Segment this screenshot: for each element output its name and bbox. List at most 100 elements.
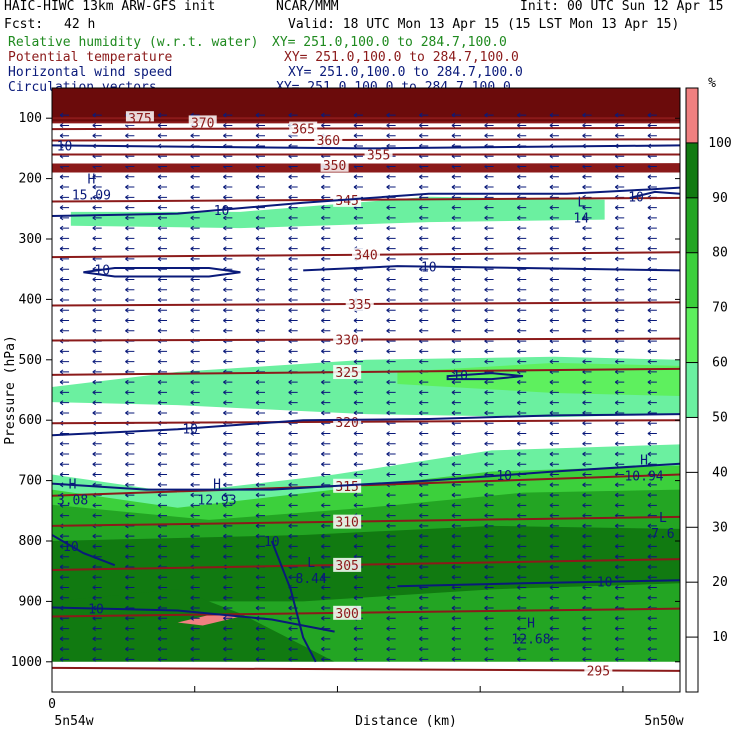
wind-vector-1015	[321, 656, 331, 662]
wind-contour-2	[629, 190, 680, 199]
wind-vector-524	[418, 389, 429, 395]
wind-vector-950	[59, 626, 70, 631]
wind-contour-5	[446, 372, 524, 381]
wind-vector-35	[582, 123, 592, 128]
wind-vector-654	[321, 461, 331, 467]
wind-vector-360	[647, 297, 657, 303]
y-tick-label-200: 200	[19, 172, 42, 187]
wind-vector-402	[157, 328, 168, 334]
extremum-type-7: H	[527, 617, 535, 632]
wind-vector-352	[386, 297, 396, 303]
colorbar-band-80	[686, 197, 698, 253]
wind-vector-611	[157, 441, 168, 447]
wind-vector-749	[321, 513, 331, 519]
wind-vector-343	[92, 297, 102, 303]
wind-vector-11	[418, 112, 429, 118]
y-tick-label-100: 100	[19, 111, 42, 126]
wind-vector-663	[614, 461, 625, 467]
wind-label-8: 10	[63, 540, 79, 555]
wind-vector-620	[451, 441, 461, 447]
wind-vector-606	[614, 431, 625, 436]
wind-vector-117	[157, 174, 168, 180]
wind-vector-984	[549, 636, 559, 642]
wind-vector-702	[647, 482, 657, 488]
wind-vector-871	[582, 574, 592, 580]
wind-label-5: 10	[452, 369, 468, 384]
wind-vector-1016	[353, 656, 363, 662]
extremum-type-0: H	[87, 173, 95, 188]
wind-vector-319	[549, 277, 559, 282]
wind-vector-327	[190, 287, 200, 293]
wind-vector-669	[190, 472, 200, 477]
wind-vector-265	[647, 246, 657, 252]
wind-vector-715	[451, 492, 461, 498]
wind-vector-146	[484, 184, 494, 190]
wind-vector-626	[647, 441, 657, 447]
wind-vector-455	[647, 348, 657, 354]
wind-vector-496	[125, 379, 135, 385]
wind-vector-964	[516, 626, 527, 631]
wind-contour-0	[52, 144, 680, 150]
wind-vector-472	[582, 359, 592, 365]
wind-vector-869	[516, 574, 527, 580]
wind-vector-962	[451, 626, 461, 631]
wind-vector-627	[59, 451, 70, 457]
wind-vector-939	[321, 615, 331, 621]
wind-vector-903	[386, 595, 396, 601]
wind-vector-371	[386, 307, 396, 313]
wind-vector-413	[516, 328, 527, 334]
wind-vector-550	[647, 400, 657, 406]
wind-vector-780	[92, 533, 102, 539]
wind-vector-647	[92, 461, 102, 467]
extremum-value-7: 12.68	[511, 633, 550, 648]
wind-vector-185	[516, 205, 527, 211]
theta-contour-330	[52, 337, 680, 342]
wind-vector-735	[484, 502, 494, 508]
wind-vector-918	[255, 605, 265, 611]
wind-vector-641	[516, 451, 527, 457]
wind-vector-668	[157, 472, 168, 477]
wind-vector-239	[418, 235, 429, 241]
y-tick-label-900: 900	[19, 594, 42, 609]
wind-vector-154	[125, 194, 135, 200]
wind-vector-126	[451, 174, 461, 180]
wind-vector-179	[321, 205, 331, 211]
wind-vector-823	[255, 554, 265, 560]
wind-vector-409	[386, 328, 396, 334]
wind-vector-41	[157, 133, 168, 139]
wind-vector-1003	[549, 646, 559, 652]
wind-vector-283	[614, 256, 625, 262]
wind-vector-446	[353, 348, 363, 354]
wind-vector-593	[190, 431, 200, 436]
colorbar-label-70: 70	[712, 301, 728, 316]
wind-vector-295	[386, 266, 396, 272]
wind-vector-725	[157, 502, 168, 508]
rh-region-11	[177, 613, 241, 626]
wind-vector-966	[582, 626, 592, 631]
extremum-type-1: L	[577, 196, 585, 211]
wind-vector-1020	[484, 656, 494, 662]
wind-vector-731	[353, 502, 363, 508]
wind-vector-588	[647, 420, 657, 426]
wind-vector-255	[321, 246, 331, 252]
wind-vector-610	[125, 441, 135, 447]
wind-vector-362	[92, 307, 102, 313]
wind-vector-318	[516, 277, 527, 282]
wind-vector-943	[451, 615, 461, 621]
wind-vector-355	[484, 297, 494, 303]
wind-vector-659	[484, 461, 494, 467]
wind-vector-203	[484, 215, 494, 221]
wind-vector-775	[549, 523, 559, 529]
theta-label-315: 315	[335, 480, 358, 495]
wind-contour-10	[270, 540, 317, 663]
wind-vector-701	[614, 482, 625, 488]
wind-vector-291	[255, 266, 265, 272]
wind-vector-468	[451, 359, 461, 365]
wind-vector-444	[288, 348, 298, 354]
wind-vector-24	[223, 123, 233, 128]
wind-vector-861	[255, 574, 265, 580]
wind-vector-408	[353, 328, 363, 334]
wind-vector-889	[549, 585, 559, 590]
wind-vector-788	[353, 533, 363, 539]
wind-vector-741	[59, 513, 70, 519]
